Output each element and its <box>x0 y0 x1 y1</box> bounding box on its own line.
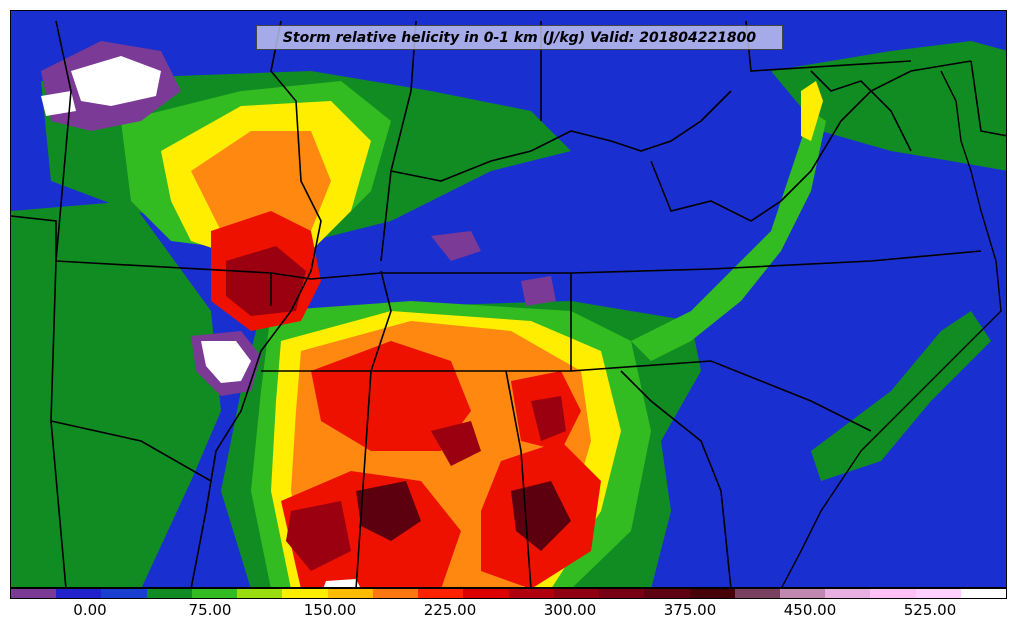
colorbar-labels: 0.00 75.00 150.00 225.00 300.00 375.00 4… <box>0 601 1018 625</box>
white-patch-west <box>41 91 76 116</box>
colorbar-segment <box>689 589 735 598</box>
west-green-region <box>11 201 221 587</box>
colorbar-tick-label: 0.00 <box>73 601 107 619</box>
white-patch-mid <box>201 341 251 383</box>
maroon-core-south-1 <box>286 501 351 571</box>
white-patch-southwest <box>323 579 360 587</box>
purple-patch-kentucky <box>431 231 481 261</box>
map-title: Storm relative helicity in 0-1 km (J/kg)… <box>282 29 757 46</box>
colorbar-tick-label: 225.00 <box>423 601 477 619</box>
colorbar-tick-label: 75.00 <box>188 601 232 619</box>
coastal-green-band <box>811 311 991 481</box>
white-patch-northwest <box>71 56 161 106</box>
maroon-core-north <box>226 246 306 316</box>
colorbar-segment <box>644 589 690 598</box>
colorbar-segment <box>960 589 1007 598</box>
colorbar-segment <box>101 589 147 598</box>
map-panel: Storm relative helicity in 0-1 km (J/kg)… <box>10 10 1007 588</box>
colorbar-segment <box>825 589 871 598</box>
red-core-south-1 <box>311 341 471 451</box>
northeast-green-region <box>771 41 1006 171</box>
maroon-core-south-4 <box>511 481 571 551</box>
purple-patch-tn <box>521 276 556 306</box>
orange-north <box>191 131 331 251</box>
yellow-streak-va <box>801 81 823 141</box>
colorbar-segment <box>870 589 916 598</box>
maroon-core-south-2 <box>531 396 566 441</box>
colorbar-tick-label: 450.00 <box>783 601 837 619</box>
colorbar-segment <box>372 589 419 598</box>
colorbar-segment <box>146 589 192 598</box>
maroon-core-south-5 <box>431 421 481 466</box>
colorbar-segment <box>779 589 826 598</box>
colorbar-segment <box>11 589 57 598</box>
colorbar-tick-label: 150.00 <box>303 601 357 619</box>
colorbar-segment <box>237 589 283 598</box>
colorbar-segment <box>418 589 464 598</box>
colorbar-segment <box>282 589 328 598</box>
colorbar-segment <box>599 589 645 598</box>
colorbar-segment <box>734 589 780 598</box>
colorbar-segment <box>915 589 961 598</box>
map-title-box: Storm relative helicity in 0-1 km (J/kg)… <box>256 25 783 50</box>
colorbar-tick-label: 525.00 <box>903 601 957 619</box>
colorbar-segment <box>553 589 600 598</box>
colorbar-segment <box>191 589 238 598</box>
maroon-core-south-3 <box>356 481 421 541</box>
colorbar-segment <box>56 589 102 598</box>
colorbar-segment <box>327 589 373 598</box>
colorbar-segment <box>463 589 509 598</box>
helicity-field-map <box>11 11 1006 587</box>
colorbar-tick-label: 300.00 <box>543 601 597 619</box>
coastline <box>781 70 1002 587</box>
colorbar-tick-label: 375.00 <box>663 601 717 619</box>
colorbar <box>10 588 1007 599</box>
colorbar-segment <box>508 589 554 598</box>
